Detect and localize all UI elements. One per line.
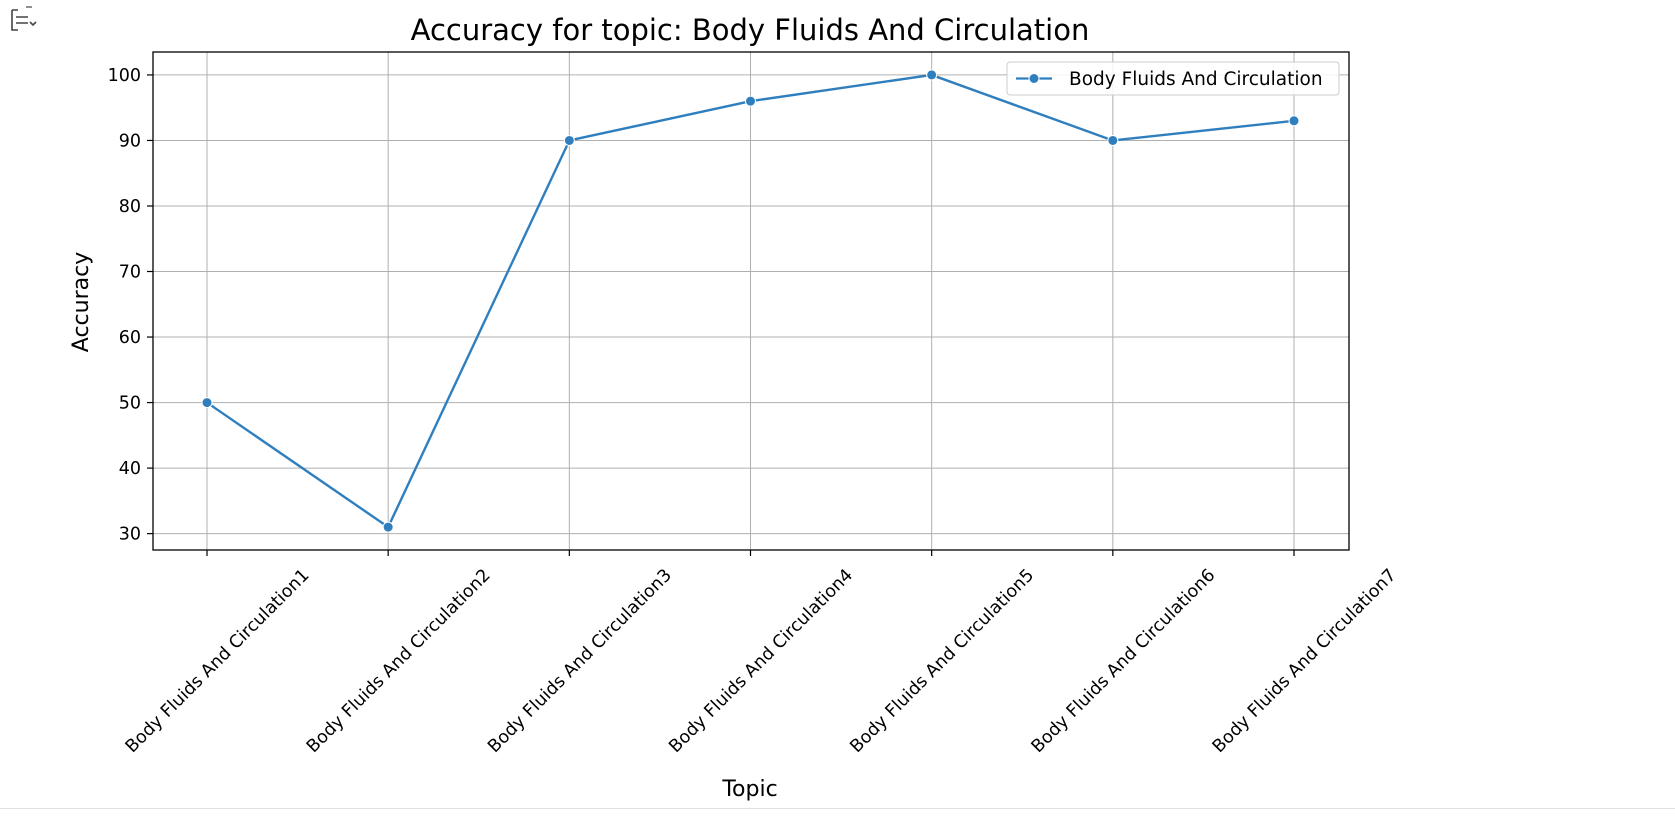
y-tick-label: 60: [119, 328, 141, 348]
y-axis-label: Accuracy: [69, 252, 94, 352]
y-tick-label: 100: [108, 66, 141, 86]
x-axis-label: Topic: [721, 777, 777, 802]
bottom-divider: [0, 808, 1675, 809]
x-tick-label: Body Fluids And Circulation6: [1028, 565, 1220, 757]
x-tick-label: Body Fluids And Circulation1: [122, 565, 314, 757]
output-toggle-icon: [11, 6, 37, 31]
x-tick-label: Body Fluids And Circulation3: [484, 565, 676, 757]
data-point: [563, 134, 575, 146]
y-tick-label: 30: [119, 525, 141, 545]
y-tick-label: 40: [119, 459, 141, 479]
output-toggle-button[interactable]: [8, 4, 38, 34]
axes: 30 40 50 60 70 80 90 100 Body Fluids And Circula…: [108, 66, 1401, 757]
legend-box: [1006, 61, 1340, 96]
y-tick-label: 90: [119, 131, 141, 151]
data-point: [1107, 134, 1119, 146]
x-tick-label: Body Fluids And Circulation2: [303, 565, 495, 757]
grid-lines: [153, 52, 1349, 550]
y-tick-label: 70: [119, 263, 141, 283]
legend-label: Body Fluids And Circulation: [1069, 69, 1323, 90]
data-point: [201, 397, 213, 409]
legend-marker-sample: [1028, 73, 1040, 84]
x-tick-label: Body Fluids And Circulation5: [847, 565, 1039, 757]
y-tick-label: 50: [119, 394, 141, 414]
y-tick-label: 80: [119, 197, 141, 217]
series-layer: [201, 69, 1300, 533]
x-tick-label: Body Fluids And Circulation7: [1209, 565, 1401, 757]
chart-title: Accuracy for topic: Body Fluids And Circ…: [411, 13, 1090, 47]
data-point: [926, 69, 938, 81]
data-point: [1288, 115, 1300, 127]
legend: Body Fluids And Circulation: [1006, 61, 1340, 96]
data-point: [382, 521, 394, 533]
data-point: [745, 95, 756, 107]
x-tick-label: Body Fluids And Circulation4: [665, 565, 857, 757]
